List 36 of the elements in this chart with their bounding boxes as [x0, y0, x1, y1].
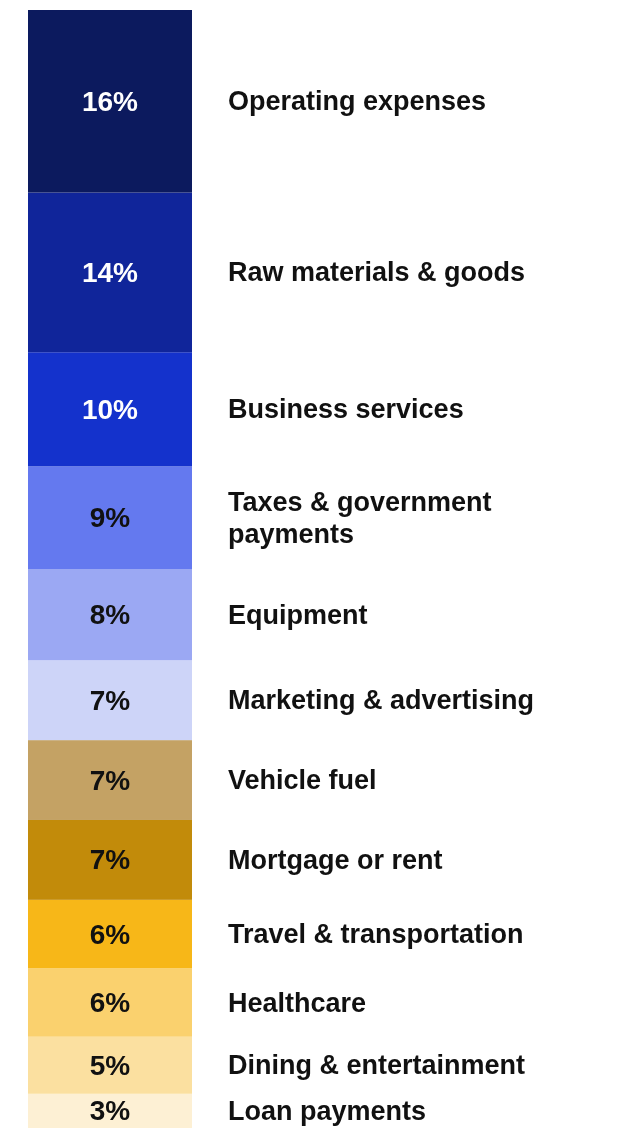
bar [28, 10, 192, 193]
data-label: 9% [89, 502, 131, 534]
data-label: 5% [89, 1049, 131, 1081]
data-label: 14% [81, 256, 139, 288]
series-label: Travel & transportation [228, 919, 524, 950]
data-label: 7% [89, 844, 131, 876]
bar [28, 569, 192, 661]
bar [28, 819, 192, 900]
bar [28, 466, 192, 569]
bar [28, 1093, 192, 1128]
data-label: 8% [89, 599, 131, 631]
series-label: Vehicle fuel [228, 765, 377, 796]
data-label: 7% [89, 764, 131, 796]
series-label: Loan payments [228, 1095, 427, 1126]
data-label: 16% [81, 85, 139, 117]
series-label: Healthcare [228, 987, 367, 1018]
bar [28, 192, 192, 353]
series-label: Equipment [228, 599, 368, 630]
bar [28, 740, 192, 820]
bar [28, 899, 192, 969]
series-label: Marketing & advertising [228, 685, 535, 716]
bar [28, 660, 192, 741]
series-label: Mortgage or rent [228, 844, 443, 875]
series-label: Raw materials & goods [228, 257, 526, 288]
data-label: 6% [89, 987, 131, 1019]
data-label: 3% [89, 1095, 131, 1127]
bar [28, 352, 192, 467]
data-label: 10% [81, 393, 139, 425]
bar [28, 968, 192, 1037]
series-label: Operating expenses [228, 86, 487, 117]
data-label: 7% [89, 684, 131, 716]
series-label: Dining & entertainment [228, 1050, 526, 1081]
data-label: 6% [89, 918, 131, 950]
bar [28, 1036, 192, 1094]
series-label: Taxes & government payments [228, 486, 492, 549]
series-label: Business services [228, 394, 464, 425]
